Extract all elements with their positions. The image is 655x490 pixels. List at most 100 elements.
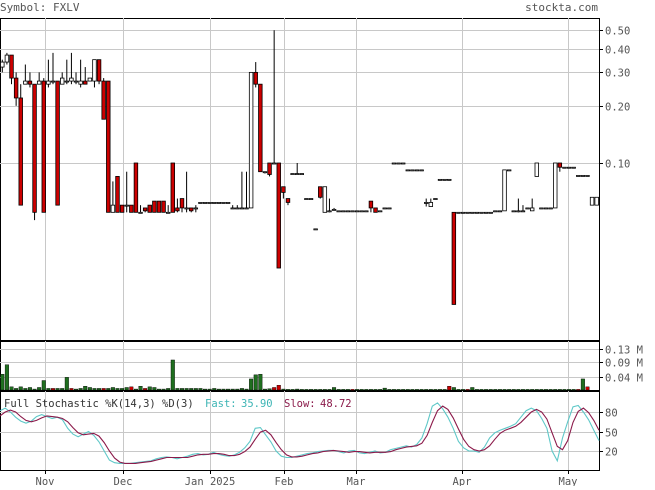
candle [410, 169, 415, 172]
volume-bar [322, 389, 327, 391]
candle-body [189, 207, 194, 212]
candle [350, 210, 355, 213]
candle [585, 175, 590, 177]
panel-frame [0, 391, 600, 471]
candle-body [32, 83, 37, 213]
candle-body [428, 202, 434, 207]
candle-body [571, 166, 576, 169]
volume-bar [133, 388, 138, 391]
fast-label: Fast: [205, 398, 237, 410]
volume-bar [32, 388, 37, 391]
candle [198, 202, 203, 204]
candle-body [119, 204, 125, 213]
candle [387, 207, 392, 210]
candle [331, 207, 337, 211]
volume-bar [428, 389, 433, 391]
fast-value: 35.90 [241, 398, 273, 410]
volume-bar [101, 388, 106, 391]
candle-body [354, 210, 360, 213]
volume-bar [382, 387, 387, 391]
candle-body [9, 54, 14, 79]
candle-body [525, 207, 530, 210]
candle-body [447, 178, 452, 181]
candle-body [244, 207, 249, 210]
candle [497, 210, 503, 213]
candle [553, 162, 558, 209]
candle [4, 52, 10, 65]
volume-bar [373, 389, 378, 391]
volume-bar [364, 389, 369, 391]
volume-bar [249, 378, 254, 391]
volume-bar [55, 388, 60, 391]
candle-body [502, 169, 507, 212]
stochastic-legend: Full Stochastic %K(14,3) %D(3) Fast: 35.… [4, 398, 352, 410]
candle [230, 205, 235, 210]
candle-body [138, 211, 143, 214]
candle [566, 166, 572, 169]
candle-body [230, 207, 235, 210]
candle [124, 171, 129, 213]
candle [193, 205, 199, 213]
volume-bar [281, 388, 286, 391]
fast-stochastic-line [0, 402, 600, 464]
candle [55, 80, 60, 206]
candle [502, 169, 507, 212]
volume-bar [539, 389, 544, 391]
candle [179, 198, 185, 213]
volume-bar [553, 389, 558, 391]
candle [73, 72, 79, 85]
candle [221, 202, 226, 204]
candle-body [368, 200, 374, 209]
volume-bar [433, 389, 438, 391]
volume-bar [152, 387, 157, 391]
candle [225, 202, 231, 204]
candle-body [341, 210, 346, 213]
volume-bar [212, 388, 217, 391]
candle-body [156, 200, 162, 213]
candle-body [497, 210, 503, 213]
candle-body [327, 210, 332, 213]
candle-body [313, 228, 318, 231]
candle-body [69, 77, 74, 82]
volume-bar [488, 389, 493, 391]
volume-bar [37, 387, 42, 391]
x-tick-label: May [559, 476, 578, 486]
candle-body [433, 198, 438, 200]
volume-bar [530, 389, 535, 391]
candle-body [331, 208, 337, 211]
candle [253, 62, 258, 88]
candle-body [511, 210, 516, 213]
candle-body [133, 162, 139, 213]
candle [18, 84, 23, 206]
candle-body [212, 202, 217, 204]
candle [474, 211, 480, 214]
volume-bar [567, 389, 572, 391]
x-axis: Nov Dec Jan 2025 Feb Mar Apr May [36, 470, 578, 488]
candle [216, 202, 222, 204]
candle [345, 210, 351, 213]
candle-body [239, 207, 245, 210]
candle [539, 207, 544, 210]
candle [202, 202, 208, 204]
candle [129, 204, 134, 213]
candle [271, 30, 277, 165]
candle [92, 59, 97, 88]
volume-bar [285, 389, 290, 391]
candle-body [460, 211, 466, 214]
candle [488, 211, 493, 214]
volume-bar [387, 389, 392, 391]
volume-bar [368, 389, 373, 391]
candle [506, 169, 512, 172]
volume-bar [276, 385, 281, 391]
candle [23, 64, 28, 85]
volume-bar [470, 387, 475, 391]
candle [465, 211, 470, 214]
candle [60, 72, 65, 85]
x-tick-label: Apr [453, 476, 472, 486]
candle-body [396, 162, 401, 165]
candle-body [299, 173, 305, 175]
candle [529, 198, 535, 212]
candle-body [585, 175, 590, 177]
volume-bar [438, 389, 443, 391]
